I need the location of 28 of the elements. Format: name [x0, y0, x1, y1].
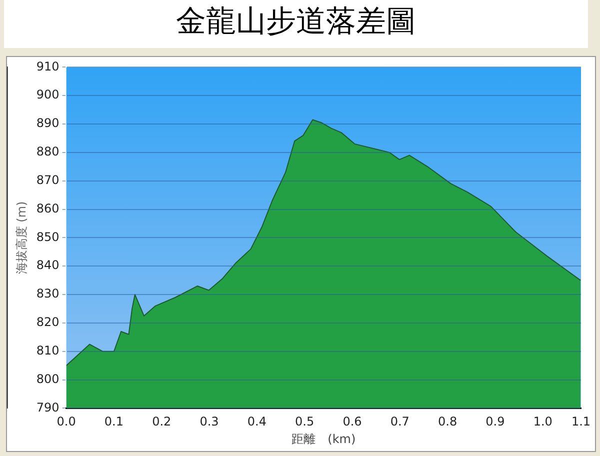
- y-tick-label: 820: [36, 315, 60, 330]
- x-tick-label: 0.0: [56, 414, 76, 429]
- y-tick-label: 880: [36, 144, 60, 159]
- y-tick-label: 890: [36, 116, 60, 130]
- x-tick-label: 0.7: [390, 414, 410, 429]
- y-tick-label: 900: [36, 88, 60, 102]
- y-tick-label: 800: [36, 372, 60, 386]
- y-tick-label: 910: [36, 59, 60, 74]
- y-axis-title: 海拔高度 (m): [14, 201, 28, 274]
- x-tick-label: 0.3: [200, 414, 219, 429]
- x-tick-label: 0.6: [342, 414, 362, 429]
- y-tick-label: 830: [36, 286, 60, 301]
- x-tick-label: 1.1: [571, 414, 591, 429]
- y-tick-label: 840: [36, 258, 60, 272]
- y-tick-label: 850: [36, 230, 60, 244]
- y-tick-label: 860: [36, 201, 60, 216]
- x-tick-label: 0.1: [104, 414, 124, 429]
- x-tick-label: 0.9: [486, 414, 505, 429]
- y-tick-label: 870: [36, 172, 60, 187]
- y-tick-label: 790: [36, 400, 60, 414]
- y-tick-label: 810: [36, 343, 60, 358]
- x-tick-label: 0.4: [247, 414, 266, 429]
- x-axis-title: 距離 (km): [292, 432, 356, 446]
- chart-title: 金龍山步道落差圖: [4, 0, 588, 48]
- x-tick-label: 1.0: [533, 414, 552, 429]
- x-tick-label: 0.5: [295, 414, 314, 429]
- x-tick-label: 0.8: [438, 414, 458, 429]
- x-tick-label: 0.2: [152, 414, 172, 429]
